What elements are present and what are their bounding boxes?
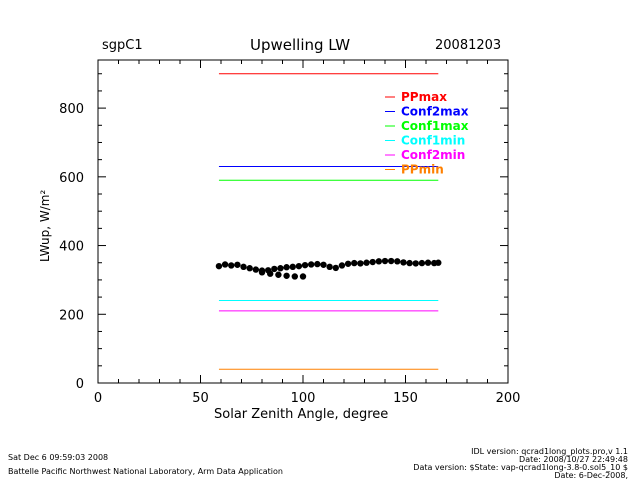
data-point (301, 261, 309, 269)
data-point (435, 259, 442, 266)
y-axis-label: LWup, W/m² (38, 189, 52, 262)
x-tick-label: 0 (94, 391, 102, 406)
data-point (394, 258, 401, 265)
data-point (240, 263, 247, 271)
footer-idl-date: Date: 2008/10/27 22:49:48 (519, 455, 628, 464)
data-point (289, 263, 296, 271)
data-point (283, 272, 290, 279)
data-point (234, 261, 241, 268)
data-point (299, 273, 307, 280)
data-point (363, 259, 370, 266)
y-tick-label: 600 (59, 171, 84, 186)
x-axis-label: Solar Zenith Angle, degree (214, 407, 389, 422)
data-point (400, 259, 407, 266)
data-point (332, 264, 339, 272)
data-point (424, 259, 432, 266)
legend-label: Conf2min (401, 148, 465, 162)
y-tick-label: 0 (76, 377, 84, 392)
data-point (381, 257, 389, 265)
data-point (246, 265, 253, 272)
data-point (351, 259, 358, 267)
data-point (228, 262, 235, 269)
data-point (369, 258, 376, 266)
legend-label: PPmin (401, 163, 444, 177)
y-tick-label: 200 (59, 308, 84, 323)
data-point (258, 269, 266, 276)
data-point (295, 262, 303, 270)
footer-institution: Battelle Pacific Northwest National Labo… (8, 467, 283, 476)
date-label: 20081203 (435, 38, 502, 53)
legend-label: PPmax (401, 90, 447, 104)
data-point (283, 264, 290, 271)
site-label: sgpC1 (102, 38, 143, 53)
y-tick-label: 800 (59, 102, 84, 117)
x-tick-label: 50 (192, 391, 209, 406)
x-tick-label: 100 (291, 391, 316, 406)
data-point (252, 266, 260, 273)
footer-data-version: Data version: $State: vap-qcrad1long-3.8… (413, 463, 628, 472)
data-point (344, 260, 352, 267)
data-point (308, 261, 315, 268)
chart-title: Upwelling LW (250, 36, 351, 54)
data-point (215, 262, 223, 270)
footer-idl-version: IDL version: qcrad1long_plots.pro,v 1.1 (471, 447, 628, 456)
data-point (267, 270, 274, 277)
data-point (277, 265, 284, 272)
footer-timestamp: Sat Dec 6 09:59:03 2008 (8, 453, 109, 462)
data-point (314, 260, 321, 268)
data-point (326, 263, 333, 271)
data-point (275, 271, 282, 278)
data-point (412, 260, 419, 267)
data-point (320, 261, 327, 268)
data-point (406, 259, 413, 267)
data-point (291, 273, 298, 280)
data-point (375, 258, 383, 265)
legend-label: Conf1max (401, 119, 469, 133)
data-point (418, 259, 426, 267)
legend-label: Conf1min (401, 134, 465, 148)
y-tick-label: 400 (59, 240, 84, 255)
footer-data-date: Date: 6-Dec-2008, (554, 471, 628, 480)
data-point (387, 257, 395, 265)
data-point (221, 261, 229, 268)
legend-label: Conf2max (401, 105, 469, 119)
data-point (271, 265, 278, 273)
data-point (338, 262, 346, 269)
x-tick-label: 200 (496, 391, 521, 406)
x-tick-label: 150 (393, 391, 418, 406)
data-point (357, 260, 364, 267)
